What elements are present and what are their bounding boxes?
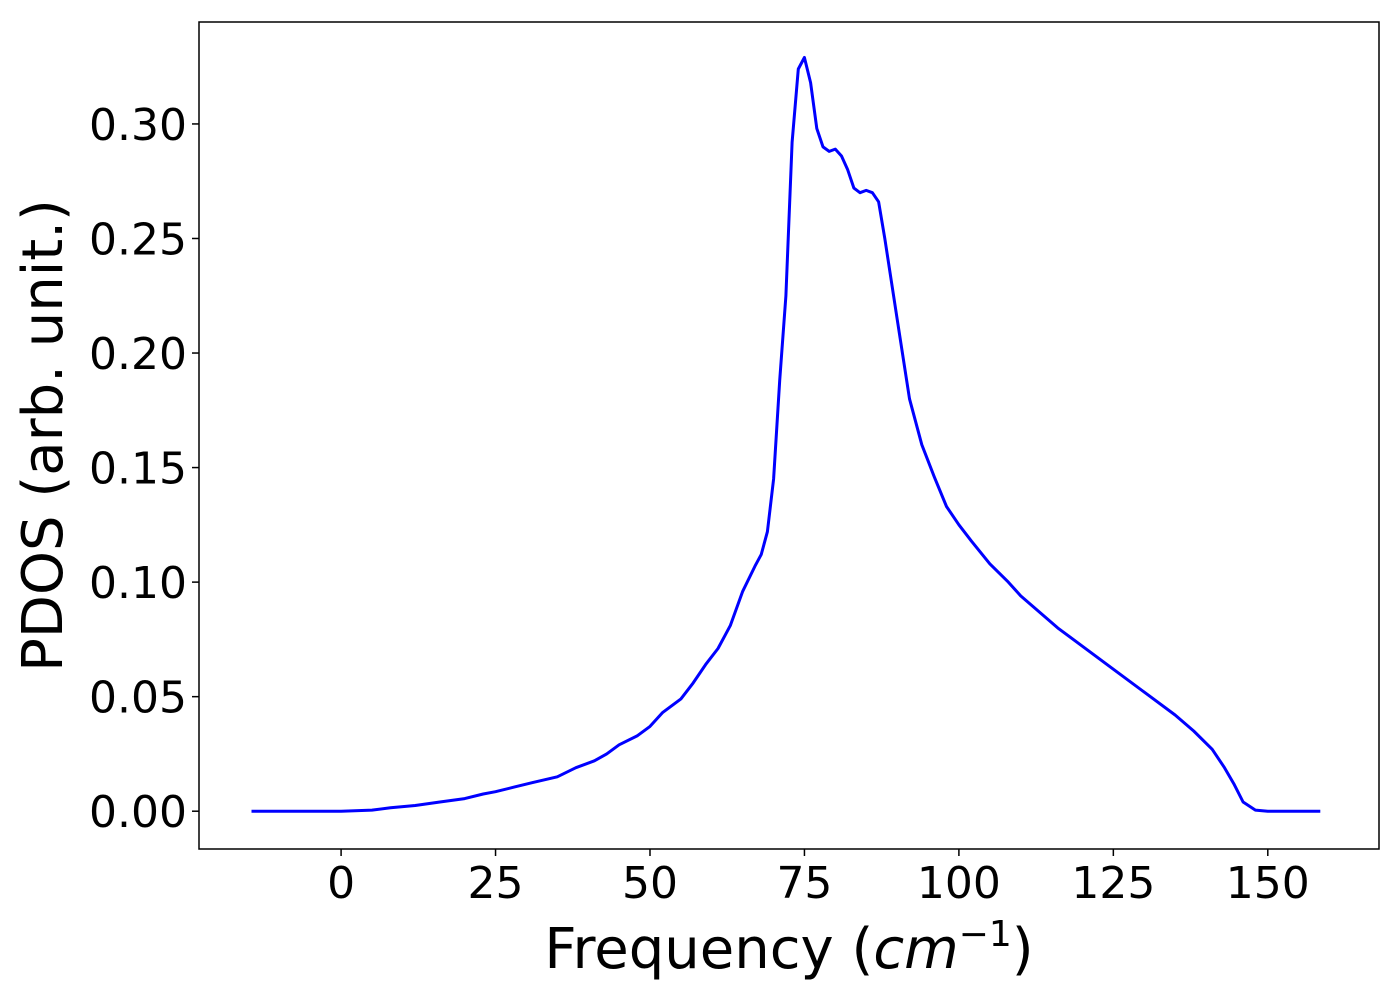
y-tick-label: 0.15 xyxy=(89,444,187,495)
y-tick-label: 0.20 xyxy=(89,329,187,380)
x-axis-unit: cm xyxy=(873,917,958,982)
y-axis-title: PDOS (arb. unit.) xyxy=(11,199,76,672)
y-tick-label: 0.30 xyxy=(89,100,187,151)
x-tick-label: 100 xyxy=(917,858,1001,909)
x-tick-label: 25 xyxy=(468,858,524,909)
x-tick-label: 0 xyxy=(327,858,355,909)
pdos-series-line xyxy=(251,56,1321,813)
x-axis-title-text: Frequency xyxy=(544,917,833,982)
x-tick-label: 150 xyxy=(1226,858,1310,909)
plot-frame xyxy=(198,21,1380,850)
y-tick-label: 0.00 xyxy=(89,787,187,838)
x-tick-label: 125 xyxy=(1071,858,1155,909)
x-axis-unit-exponent: −1 xyxy=(959,914,1012,955)
y-tick-label: 0.25 xyxy=(89,214,187,265)
x-axis-title: Frequency (cm−1) xyxy=(544,914,1033,982)
y-tick-label: 0.10 xyxy=(89,558,187,609)
series-layer xyxy=(251,56,1321,813)
ticks-layer: 0 25 50 75 100 125 150 0.00 0.05 0.10 0.15 0.20 0.25… xyxy=(89,100,1310,909)
x-tick-label: 50 xyxy=(622,858,678,909)
y-tick-label: 0.05 xyxy=(89,673,187,724)
x-tick-label: 75 xyxy=(776,858,832,909)
